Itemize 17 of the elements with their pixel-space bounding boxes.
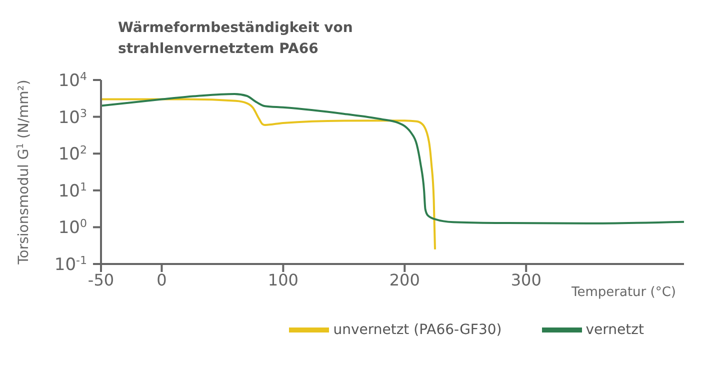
x-axis-title: Temperatur (°C) xyxy=(570,285,676,300)
legend-label: vernetzt xyxy=(586,322,644,338)
line-series xyxy=(101,98,436,250)
y-tick-label: 10$^{-1}$ xyxy=(54,254,87,275)
y-tick-label: 10$^{4}$ xyxy=(58,70,87,91)
x-tick-label: 100 xyxy=(268,270,298,290)
legend-label: unvernetzt (PA66-GF30) xyxy=(333,322,502,338)
x-tick-label: 200 xyxy=(389,270,420,290)
chart-title: Wärmeformbeständigkeit von strahlenvernetztem PA66 xyxy=(118,19,354,59)
line-series xyxy=(101,93,684,224)
x-tick-label: -50 xyxy=(88,270,114,290)
x-tick-label: 300 xyxy=(510,270,542,290)
y-tick-label: 10$^{3}$ xyxy=(58,106,87,128)
y-tick-label: 10$^{0}$ xyxy=(58,216,87,238)
x-tick-label: 0 xyxy=(156,270,167,290)
y-tick-label: 10$^{1}$ xyxy=(58,180,87,202)
y-tick-label: 10$^{2}$ xyxy=(58,143,87,165)
